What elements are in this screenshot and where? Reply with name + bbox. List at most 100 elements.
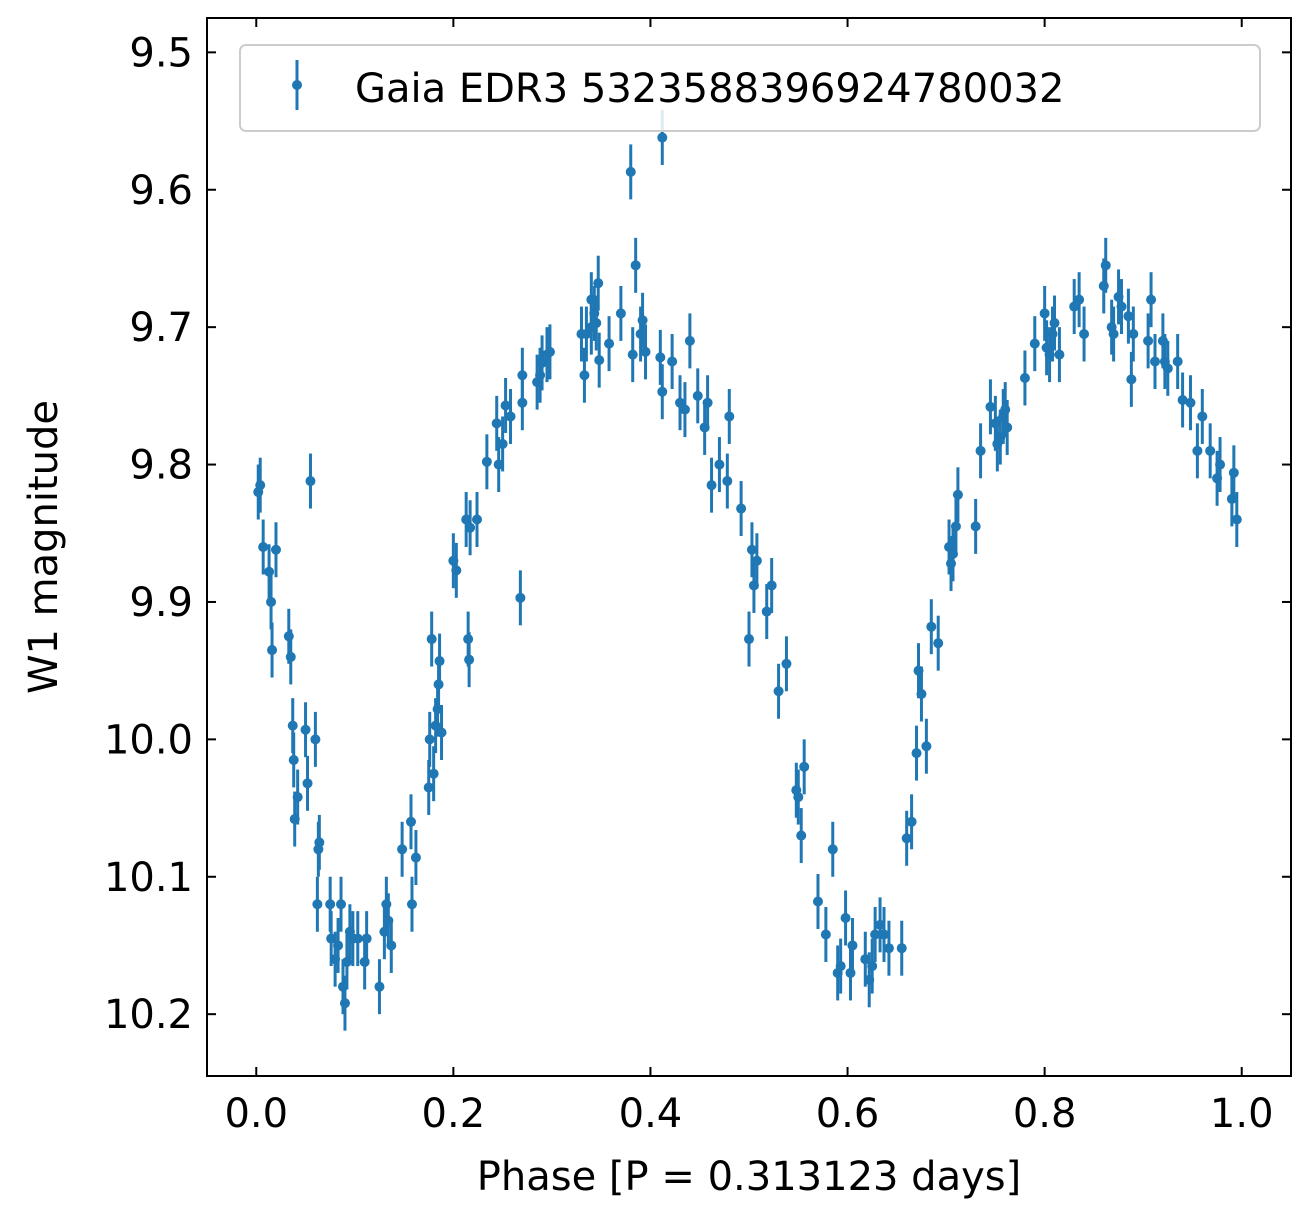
data-point — [491, 418, 502, 429]
y-tick-label: 9.6 — [129, 168, 193, 214]
data-point — [352, 933, 363, 944]
data-point — [314, 837, 325, 848]
x-axis-ticks: 0.0 0.2 0.4 0.6 0.8 1.0 — [224, 18, 1274, 1137]
data-point — [325, 899, 336, 910]
data-point — [283, 631, 294, 642]
data-point — [906, 816, 917, 827]
data-point — [594, 355, 605, 366]
data-point — [339, 998, 350, 1009]
data-point — [255, 480, 266, 491]
y-tick-label: 9.5 — [129, 30, 193, 76]
data-point — [579, 370, 590, 381]
data-point — [1172, 356, 1183, 367]
data-point — [736, 503, 747, 514]
data-point — [410, 852, 421, 863]
data-point — [300, 724, 311, 735]
y-axis-ticks: 9.5 9.6 9.7 9.8 9.9 10.0 10.1 10.2 — [104, 30, 1291, 1038]
data-point — [285, 651, 296, 662]
data-point — [657, 386, 668, 397]
data-point — [336, 899, 347, 910]
data-point — [1047, 329, 1058, 340]
data-point — [1039, 308, 1050, 319]
data-point — [359, 956, 370, 967]
data-point — [916, 689, 927, 700]
data-point — [761, 606, 772, 617]
legend: Gaia EDR3 5323588396924780032 — [239, 44, 1261, 132]
legend-label: Gaia EDR3 5323588396924780032 — [355, 66, 1064, 112]
data-point — [781, 658, 792, 669]
data-point — [827, 844, 838, 855]
data-point — [845, 967, 856, 978]
data-point — [901, 833, 912, 844]
data-point — [310, 734, 321, 745]
x-tick-label: 1.0 — [1210, 1091, 1274, 1137]
x-tick-label: 0.8 — [1013, 1091, 1077, 1137]
data-point — [921, 741, 932, 752]
data-point — [820, 929, 831, 940]
data-point — [714, 459, 725, 470]
data-point — [258, 542, 269, 552]
data-point — [1192, 445, 1203, 456]
x-axis-label: Phase [P = 0.313123 days] — [477, 1154, 1021, 1200]
data-point — [593, 278, 604, 289]
data-point — [933, 638, 944, 649]
data-point — [835, 961, 846, 972]
y-tick-label: 9.7 — [129, 305, 193, 351]
data-point — [500, 400, 511, 411]
data-point — [1143, 335, 1154, 346]
data-point — [1100, 260, 1111, 271]
data-point — [481, 456, 492, 467]
data-point — [397, 844, 408, 855]
data-point — [640, 346, 651, 357]
y-tick-label: 10.1 — [104, 855, 193, 901]
data-point — [667, 356, 678, 367]
legend-box — [239, 44, 1261, 132]
data-point — [1123, 311, 1134, 322]
data-point — [985, 401, 996, 412]
data-point — [1019, 372, 1030, 383]
data-point — [287, 720, 298, 731]
data-point — [744, 634, 754, 645]
data-point — [1029, 338, 1040, 349]
data-point — [1079, 329, 1090, 340]
data-point — [428, 768, 439, 779]
data-point — [1108, 329, 1119, 340]
data-point — [679, 404, 690, 415]
data-point — [537, 357, 548, 368]
data-point — [1215, 459, 1226, 470]
data-point — [883, 943, 894, 954]
data-point — [426, 634, 437, 645]
data-point — [627, 349, 638, 360]
data-point — [879, 929, 890, 940]
data-point — [361, 933, 372, 944]
data-point — [1000, 404, 1011, 415]
data-point — [465, 522, 476, 533]
data-point — [625, 166, 636, 177]
data-point — [655, 352, 666, 363]
data-point — [464, 654, 475, 665]
y-tick-label: 9.9 — [129, 580, 193, 626]
data-point — [1116, 301, 1127, 312]
data-point — [706, 480, 717, 491]
data-point — [1054, 349, 1065, 360]
data-point — [270, 544, 281, 555]
data-point — [975, 445, 986, 456]
data-point — [1128, 329, 1139, 340]
data-point — [535, 370, 546, 381]
data-point — [1049, 318, 1060, 329]
data-series — [253, 110, 1242, 1031]
legend-marker — [292, 80, 302, 90]
data-point — [773, 686, 784, 697]
data-point — [312, 899, 323, 910]
data-point — [1162, 363, 1173, 374]
data-point — [604, 338, 615, 349]
data-point — [267, 645, 278, 656]
data-point — [630, 260, 641, 271]
x-tick-label: 0.2 — [422, 1091, 486, 1137]
data-point — [911, 748, 922, 759]
x-tick-label: 0.4 — [619, 1091, 683, 1137]
data-point — [751, 555, 762, 566]
data-point — [746, 544, 757, 555]
data-point — [423, 782, 434, 793]
data-point — [374, 981, 385, 992]
